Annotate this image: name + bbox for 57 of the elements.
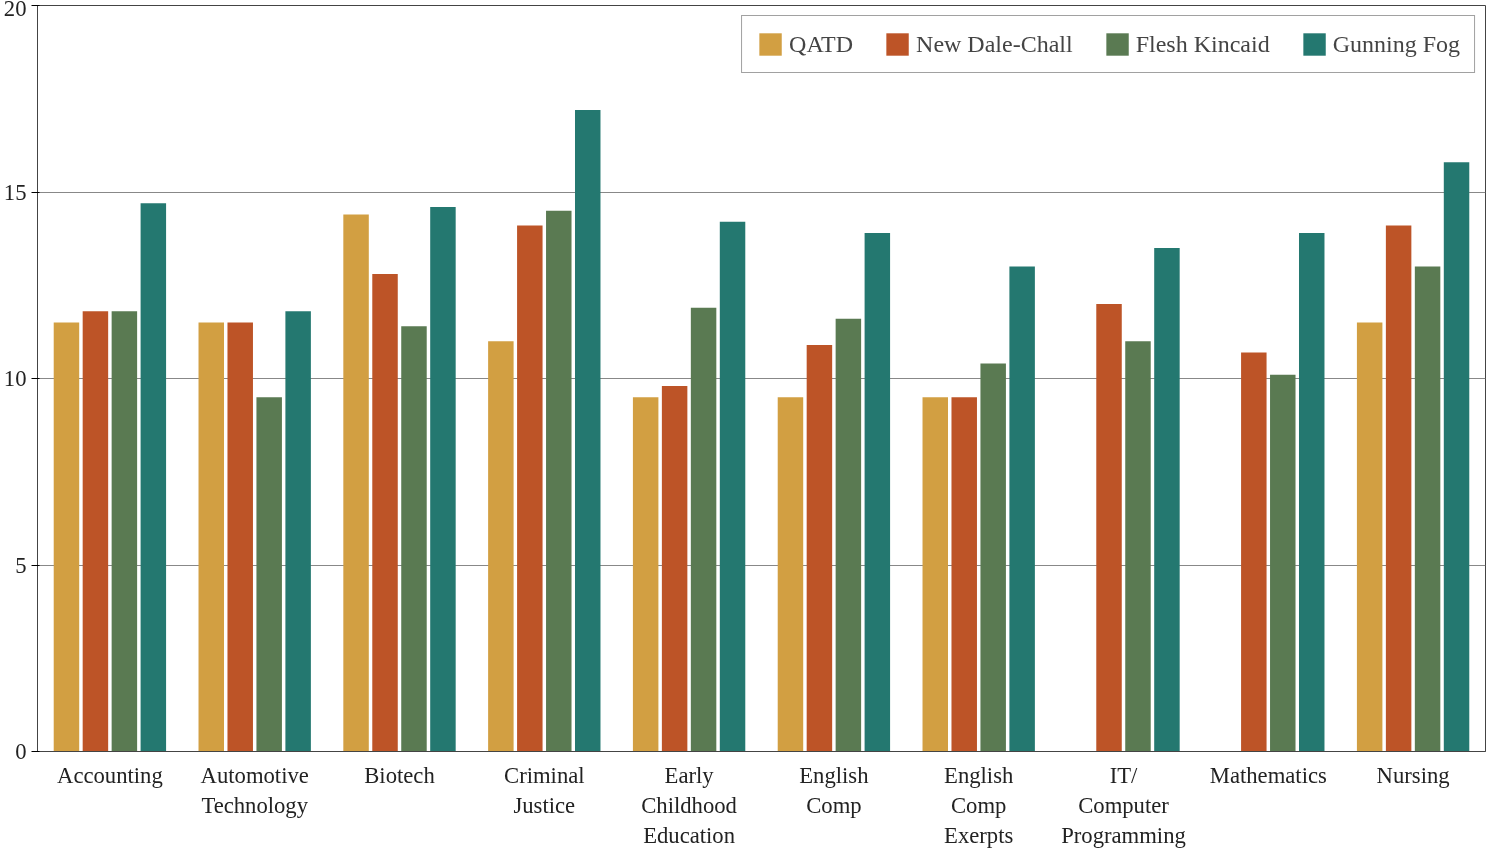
bar bbox=[111, 311, 138, 752]
bar bbox=[82, 311, 109, 752]
y-tick-label: 0 bbox=[15, 739, 27, 764]
bar bbox=[546, 210, 572, 752]
bar bbox=[777, 397, 804, 752]
bar bbox=[1241, 352, 1267, 752]
y-tick-label: 20 bbox=[3, 0, 27, 21]
bar bbox=[256, 397, 282, 752]
y-tick-label: 5 bbox=[15, 552, 27, 578]
bar bbox=[1125, 341, 1151, 752]
bar bbox=[922, 397, 948, 752]
bar bbox=[575, 109, 601, 752]
x-tick-label: English Comp bbox=[799, 762, 870, 818]
legend-label: QATD bbox=[789, 30, 854, 58]
bar bbox=[198, 322, 224, 752]
bar bbox=[690, 307, 717, 752]
bar bbox=[401, 326, 427, 752]
bar bbox=[517, 225, 543, 752]
bar bbox=[430, 206, 456, 752]
bar bbox=[1385, 225, 1412, 752]
legend-label: Gunning Fog bbox=[1332, 30, 1460, 58]
x-tick-label: Automotive Technology bbox=[200, 762, 309, 818]
bar bbox=[227, 322, 253, 752]
bar bbox=[1299, 233, 1325, 752]
x-tick-label: Nursing bbox=[1376, 762, 1450, 788]
bar bbox=[285, 311, 311, 752]
x-tick-label: IT/ Computer Programming bbox=[1061, 762, 1186, 848]
bar bbox=[661, 385, 688, 752]
bar bbox=[1270, 374, 1296, 752]
x-tick-label: Criminal Justice bbox=[504, 762, 585, 818]
bar bbox=[719, 221, 746, 752]
bar bbox=[488, 341, 514, 752]
legend-label: New Dale-Chall bbox=[916, 30, 1073, 58]
x-tick-label: English Comp Exerpts bbox=[944, 762, 1014, 848]
x-tick-label: Mathematics bbox=[1209, 762, 1327, 788]
bar bbox=[343, 214, 369, 752]
x-tick-label: Accounting bbox=[57, 762, 163, 788]
bar bbox=[951, 397, 977, 752]
bar bbox=[1356, 322, 1383, 752]
legend-label: Flesh Kincaid bbox=[1135, 30, 1270, 58]
x-tick-label: Biotech bbox=[364, 762, 436, 788]
bar bbox=[372, 274, 398, 752]
bar bbox=[140, 203, 167, 752]
bar bbox=[980, 363, 1006, 752]
y-tick-label: 15 bbox=[3, 179, 27, 205]
bar bbox=[53, 322, 80, 752]
x-tick-label: Early Childhood Education bbox=[641, 762, 738, 848]
bar bbox=[632, 397, 659, 752]
bar bbox=[864, 233, 891, 752]
bar bbox=[1414, 266, 1441, 752]
y-tick-label: 10 bbox=[3, 366, 27, 391]
bar bbox=[1096, 303, 1122, 752]
bar bbox=[835, 318, 862, 752]
bar bbox=[1009, 266, 1035, 752]
bar bbox=[1443, 162, 1470, 752]
bar bbox=[806, 344, 833, 752]
bar bbox=[1154, 247, 1180, 752]
